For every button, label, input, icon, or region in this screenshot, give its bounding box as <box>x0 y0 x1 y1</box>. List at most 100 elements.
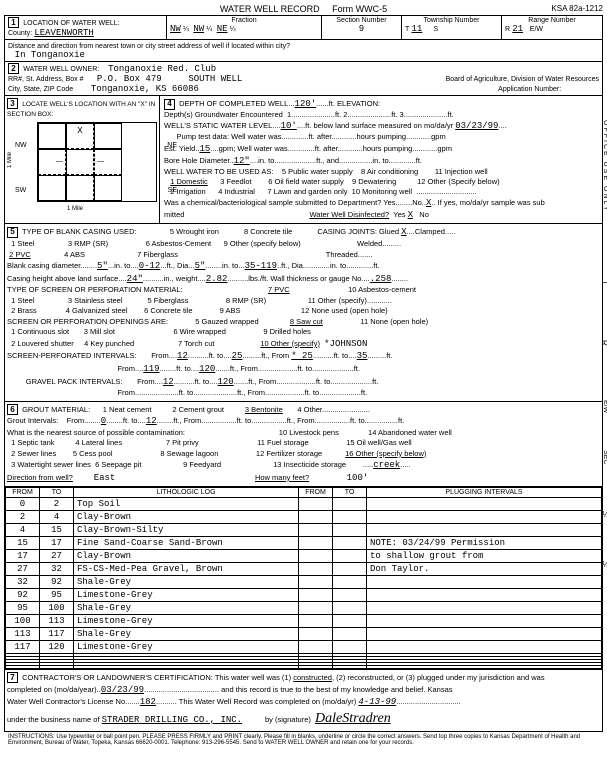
board-label: Board of Agriculture, Division of Water … <box>446 76 599 83</box>
dist-value: In Tonganoxie <box>15 50 85 60</box>
app-num-label: Application Number: <box>498 86 561 93</box>
log-row: 1727Clay-Brownto shallow grout from <box>6 550 602 563</box>
log-row: 113117Shale-Grey <box>6 628 602 641</box>
bcd-label: Blank casing diameter <box>7 261 80 270</box>
use-domestic: 1 Domestic <box>170 177 208 186</box>
side-sec: SEC <box>602 450 607 464</box>
ksa-ref: KSA 82a-1212 <box>551 4 603 13</box>
form-title: WATER WELL RECORD <box>220 4 320 14</box>
section-7-cert: 7 CONTRACTOR'S OR LANDOWNER'S CERTIFICAT… <box>4 670 603 731</box>
side-office-use: OFFICE USE ONLY <box>602 120 607 213</box>
swl-date: 03/23/99 <box>455 121 498 131</box>
chals-g: .258 <box>370 274 392 284</box>
pump-label: Pump test data: Well water was <box>177 132 282 141</box>
addr-label: RR#, St. Address, Box # <box>8 76 83 83</box>
grid-mile-h: 1 Mile <box>67 206 83 212</box>
open-label: SCREEN OR PERFORATION OPENINGS ARE: <box>7 317 168 326</box>
hmf-value: 100' <box>347 473 369 483</box>
section-3-4-container: 3 LOCATE WELL'S LOCATION WITH AN "X" IN … <box>4 96 603 224</box>
chals-label: Casing height above land surface <box>7 274 118 283</box>
addr-value: P.O. Box 479 <box>97 74 162 84</box>
section-num-7: 7 <box>7 672 18 683</box>
bcd-ft: 0-12 <box>139 261 161 271</box>
casing-pvc: 2 PVC <box>9 250 31 259</box>
src-creek: creek <box>373 460 400 470</box>
section-2-owner: 2 WATER WELL OWNER: Tonganoxie Red. Club… <box>4 62 603 96</box>
chals-w: 2.82 <box>206 274 228 284</box>
depth-label: DEPTH OF COMPLETED WELL <box>179 99 288 108</box>
spi-r1t2: 35 <box>357 351 368 361</box>
twp-label: Township Number <box>405 17 498 24</box>
bcd-f2: 35-119 <box>245 261 277 271</box>
south-well: SOUTH WELL <box>188 74 242 84</box>
gpi-f: 12 <box>163 377 174 387</box>
grid-se: SE <box>168 187 177 194</box>
chem-no-x: X <box>426 198 431 208</box>
log-row: 2732FS-CS-Med-Pea Gravel, BrownDon Taylo… <box>6 563 602 576</box>
wwr-label: This Water Well Record was completed on … <box>179 697 357 706</box>
gi-to: 12 <box>146 416 157 426</box>
spi-r2t: 120 <box>199 364 215 374</box>
side-ew: E/W <box>602 400 607 413</box>
log-hdr-plug: PLUGGING INTERVALS <box>367 488 602 498</box>
side-q2: ¼ <box>602 560 607 569</box>
log-row: 117120Limestone-Grey <box>6 641 602 654</box>
grid-x-mark: X <box>77 126 82 136</box>
county-value: LEAVENWORTH <box>34 28 93 38</box>
src-other: 16 Other (specify below) <box>345 449 426 458</box>
chem-label: Was a chemical/bacteriological sample su… <box>164 198 396 207</box>
log-hdr-from: FROM <box>6 488 40 498</box>
fraction-label: Fraction <box>170 17 318 24</box>
section-num-6: 6 <box>7 404 18 415</box>
section-4-depth: 4 DEPTH OF COMPLETED WELL...120'......ft… <box>160 96 602 223</box>
log-row: 100113Limestone-Grey <box>6 615 602 628</box>
log-hdr-to2: TO <box>333 488 367 498</box>
use-label: WELL WATER TO BE USED AS: <box>164 167 273 176</box>
open-other-val: *JOHNSON <box>324 339 367 349</box>
bcd-d2: 5" <box>195 261 206 271</box>
locate-label: LOCATE WELL'S LOCATION WITH AN "X" IN SE… <box>7 101 155 118</box>
bore-value: 12" <box>234 156 250 166</box>
section-1-location: 1 LOCATION OF WATER WELL: County: LEAVEN… <box>4 15 603 62</box>
open-saw: 8 Saw cut <box>290 317 323 326</box>
spi-r2f: 119 <box>143 364 159 374</box>
instructions: INSTRUCTIONS: Use typewriter or ball poi… <box>4 732 603 749</box>
disinf-x: X <box>408 210 413 220</box>
form-number: Form WWC-5 <box>332 4 387 14</box>
grid-nw: NW <box>15 142 27 149</box>
log-hdr-from2: FROM <box>299 488 333 498</box>
side-r: R <box>600 340 607 346</box>
log-row <box>6 666 602 669</box>
county-label: County: <box>8 30 32 37</box>
form-header: WATER WELL RECORD Form WWC-5 KSA 82a-121… <box>4 4 603 13</box>
chals-value: 24" <box>127 274 143 284</box>
loc-label: LOCATION OF WATER WELL: <box>23 20 119 27</box>
frac-1: NW <box>170 24 181 34</box>
biz-label: under the business name of <box>7 715 100 724</box>
twp-value: 11 <box>412 24 423 34</box>
lic-value: 182 <box>140 697 156 707</box>
log-row: 415Clay-Brown-Silty <box>6 524 602 537</box>
city-value: Tonganoxie, KS 66086 <box>91 84 199 94</box>
rng-value: 21 <box>512 24 523 34</box>
section-num-3: 3 <box>7 98 18 109</box>
gi-label: Grout Intervals: <box>7 416 58 425</box>
gw-label: Depth(s) Groundwater Encountered <box>164 110 283 119</box>
comp-date: 03/23/99 <box>101 685 144 695</box>
section-grid: X — — <box>37 122 157 202</box>
lic-label: Water Well Contractor's License No. <box>7 697 127 706</box>
lithologic-log-section: FROM TO LITHOLOGIC LOG FROM TO PLUGGING … <box>4 487 603 670</box>
sig-label: by (signature) <box>265 715 311 724</box>
city-label: City, State, ZIP Code <box>8 86 73 93</box>
lithologic-log-table: FROM TO LITHOLOGIC LOG FROM TO PLUGGING … <box>5 487 602 669</box>
cert-constructed: constructed <box>293 673 332 682</box>
hmf-label: How many feet? <box>255 473 309 482</box>
depth-value: 120' <box>295 99 317 109</box>
gpi-label: GRAVEL PACK INTERVALS: <box>26 377 123 386</box>
log-row: 95100Shale-Grey <box>6 602 602 615</box>
grid-mile-v: 1 Mile <box>7 152 13 168</box>
dist-label: Distance and direction from nearest town… <box>8 43 290 50</box>
rng-label: Range Number <box>505 17 599 24</box>
wwr-date: 4-13-99 <box>358 697 396 707</box>
casing-label: TYPE OF BLANK CASING USED: <box>22 227 137 236</box>
